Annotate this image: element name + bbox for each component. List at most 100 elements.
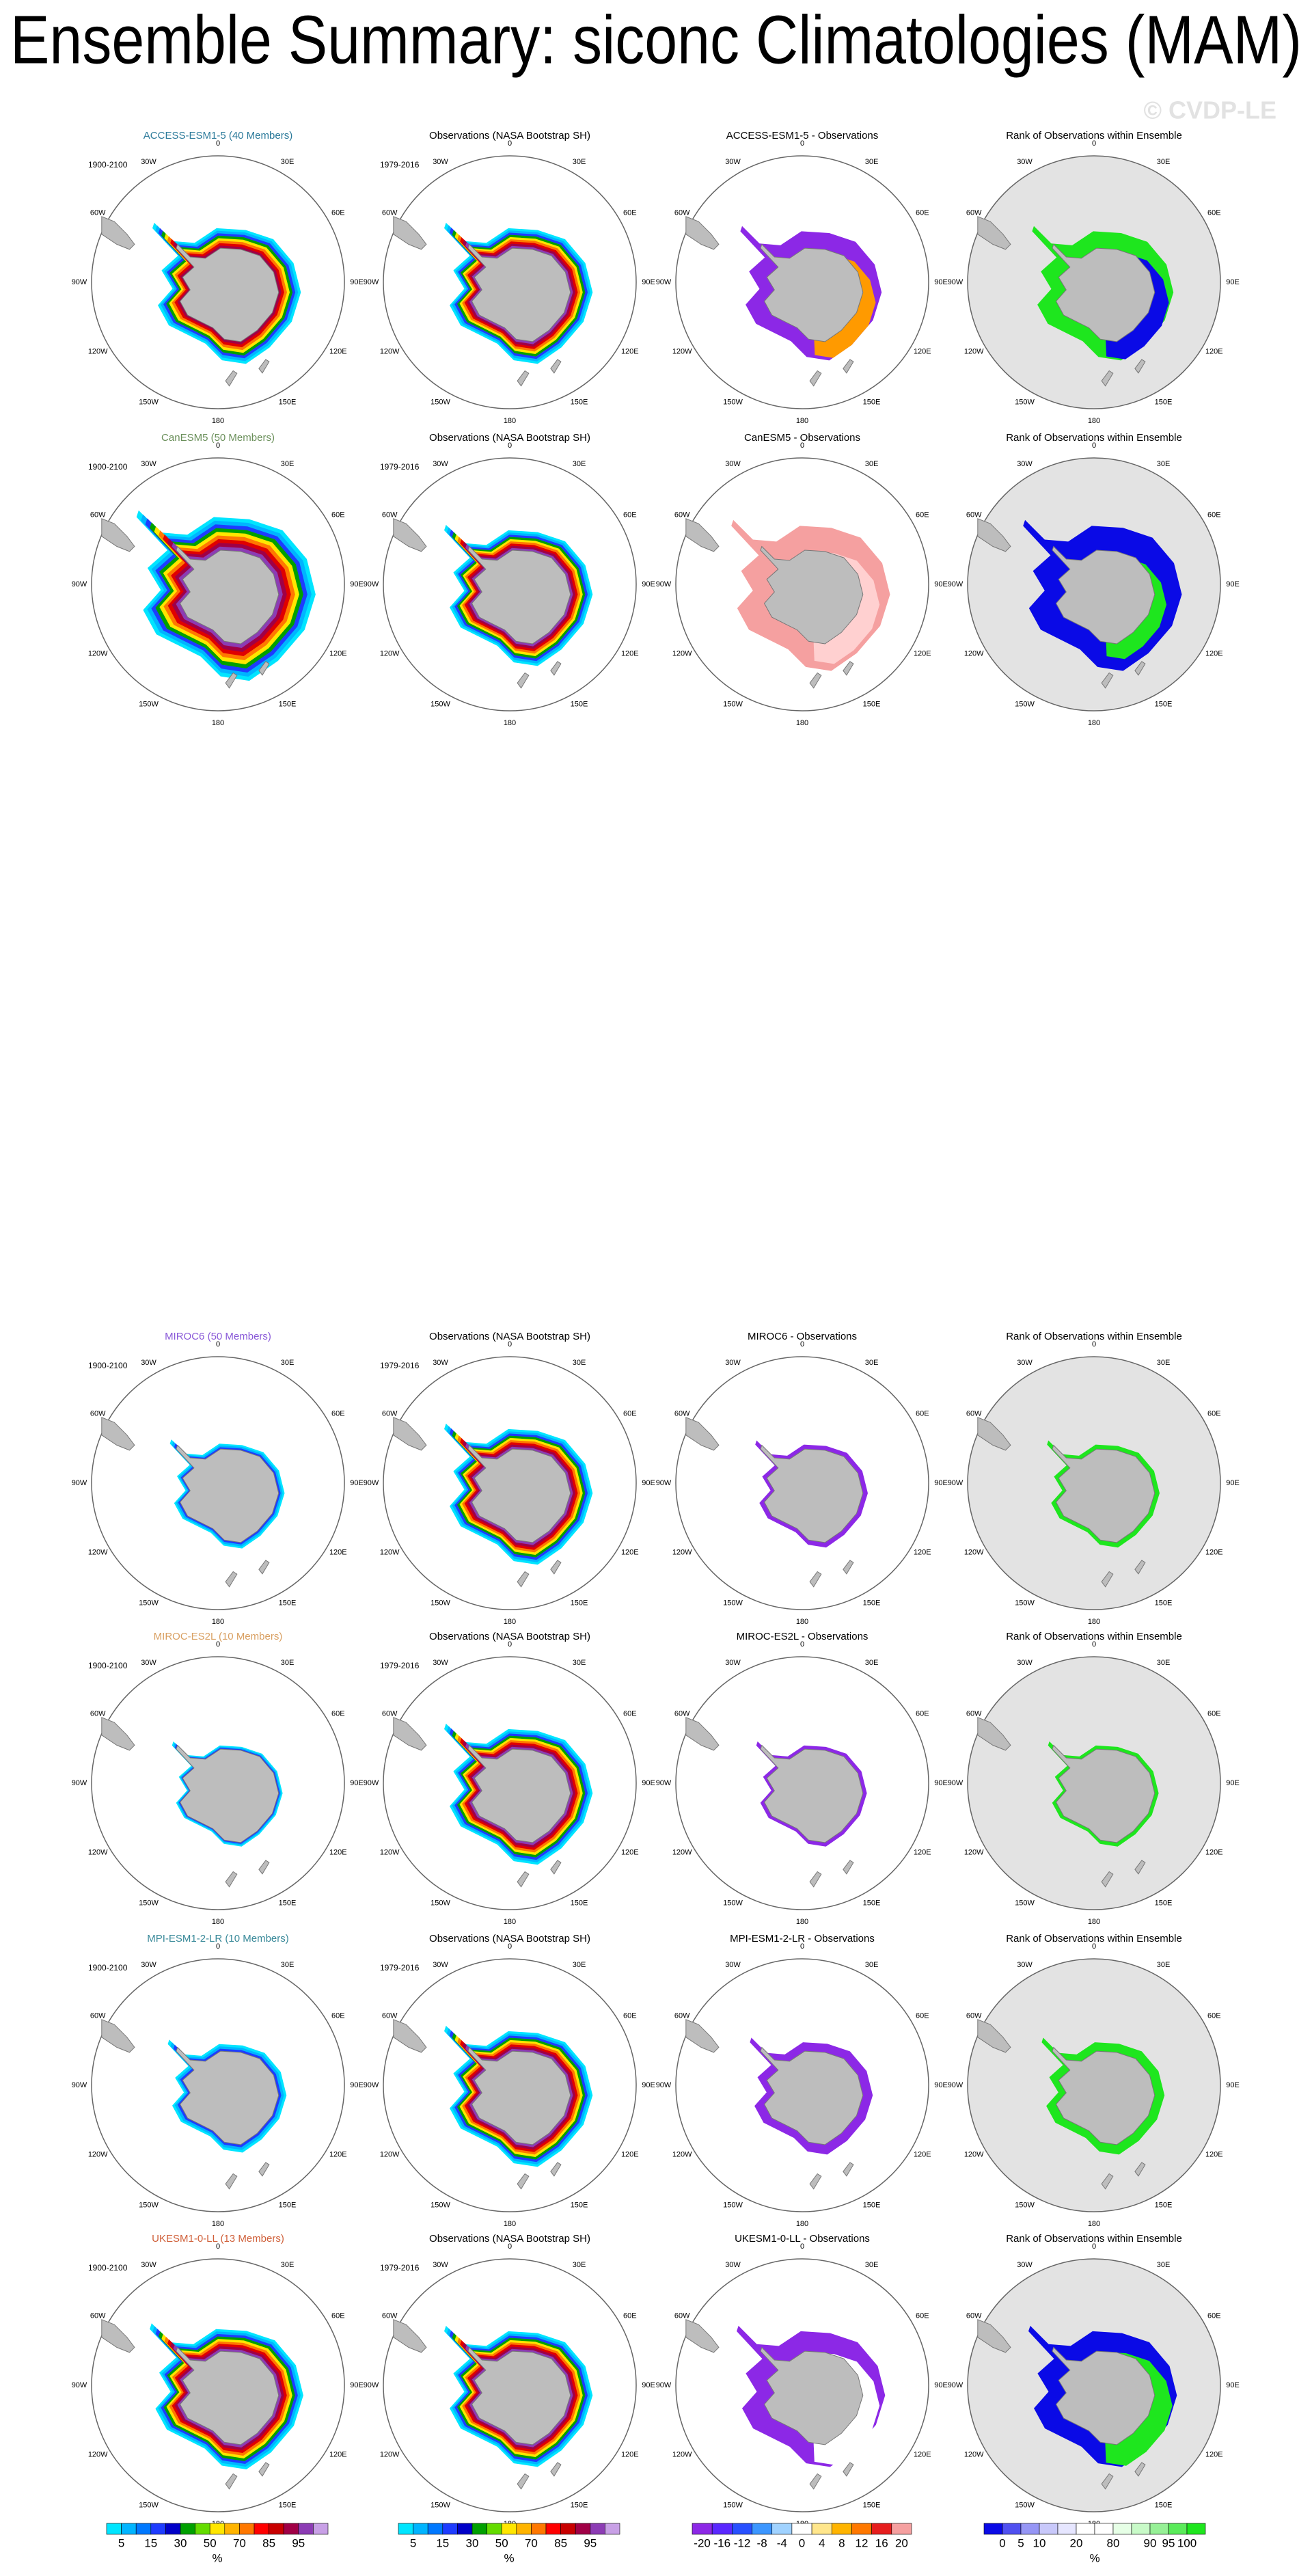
longitude-label: 30W (433, 1961, 448, 1969)
longitude-label: 120W (380, 1548, 400, 1556)
longitude-label: 90E (1226, 1479, 1240, 1487)
longitude-label: 60E (1207, 2011, 1221, 2020)
south-america (685, 2019, 720, 2053)
longitude-label: 120E (329, 1848, 347, 1856)
longitude-label: 90W (72, 278, 87, 286)
colorbar-tick-label: 50 (204, 2536, 217, 2549)
island (258, 2462, 270, 2477)
longitude-label: 180 (796, 417, 808, 425)
island (1101, 370, 1114, 387)
longitude-label: 150W (430, 701, 450, 709)
longitude-label: 30W (141, 1359, 156, 1367)
longitude-label: 150E (571, 1599, 588, 1608)
longitude-label: 0 (508, 139, 512, 148)
longitude-label: 30E (573, 1961, 586, 1969)
longitude-label: 60W (382, 2311, 398, 2320)
antarctica (1052, 1444, 1156, 1543)
colorbar-box (457, 2523, 473, 2535)
colorbar-box (427, 2523, 443, 2535)
longitude-label: 30E (1157, 1359, 1171, 1367)
antarctica (760, 243, 864, 342)
longitude-label: 120W (88, 649, 108, 657)
longitude-label: 60E (916, 511, 929, 519)
panel-title: Rank of Observations within Ensemble (1006, 130, 1182, 141)
colorbar-tick-label: 100 (1177, 2536, 1197, 2549)
longitude-label: 30W (141, 2261, 156, 2269)
longitude-label: 30E (865, 460, 879, 468)
longitude-label: 120W (88, 2450, 108, 2458)
antarctica (467, 545, 571, 645)
colorbar-tick-label: 12 (856, 2536, 869, 2549)
longitude-label: 30W (433, 2261, 448, 2269)
longitude-label: 30E (1157, 460, 1171, 468)
colorbar-box (1186, 2523, 1206, 2535)
antarctica (1052, 243, 1156, 342)
island (258, 1860, 270, 1875)
longitude-label: 90E (1226, 580, 1240, 588)
antarctica (176, 243, 279, 342)
longitude-label: 90W (72, 2081, 87, 2089)
south-america (977, 2019, 1011, 2053)
colorbar-box (106, 2523, 122, 2535)
longitude-label: 0 (800, 139, 804, 148)
panel-title: CanESM5 (50 Members) (161, 432, 275, 444)
longitude-label: 30W (141, 1659, 156, 1667)
longitude-label: 120W (672, 347, 692, 355)
longitude-label: 120E (914, 2450, 931, 2458)
period-label: 1900-2100 (88, 1661, 128, 1670)
longitude-label: 150W (139, 1599, 159, 1608)
colorbar-box (560, 2523, 576, 2535)
longitude-label: 120W (380, 2450, 400, 2458)
island (1101, 1871, 1114, 1888)
colorbar-box (811, 2523, 832, 2535)
south-america (393, 216, 427, 250)
longitude-label: 60E (331, 2011, 345, 2020)
island (843, 1560, 854, 1575)
panel-title: CanESM5 - Observations (744, 432, 860, 444)
colorbar-box (1020, 2523, 1040, 2535)
map-panel: CanESM5 (50 Members) 1900-2100 0 30E 60E 90E 1… (72, 432, 364, 727)
longitude-label: 90E (934, 2381, 948, 2389)
longitude-label: 150E (863, 1899, 881, 1908)
longitude-label: 150W (139, 701, 159, 709)
longitude-label: 90E (350, 2381, 364, 2389)
colorbar-box (121, 2523, 137, 2535)
colorbar: 5 15 30 50 70 85 95% (398, 2523, 620, 2564)
longitude-label: 90E (350, 1479, 364, 1487)
colorbar-box (224, 2523, 240, 2535)
colorbar-box (752, 2523, 773, 2535)
longitude-label: 120W (672, 1548, 692, 1556)
island (258, 2162, 270, 2177)
panel-title: MIROC-ES2L - Observations (737, 1631, 869, 1642)
colorbar-box (771, 2523, 793, 2535)
longitude-label: 180 (504, 1918, 516, 1926)
colorbar-box (531, 2523, 547, 2535)
longitude-label: 30E (573, 1659, 586, 1667)
longitude-label: 120E (914, 1848, 931, 1856)
colorbar-box (283, 2523, 299, 2535)
island (517, 370, 530, 387)
longitude-label: 180 (504, 1618, 516, 1626)
longitude-label: 120W (380, 1848, 400, 1856)
longitude-label: 60W (382, 511, 398, 519)
longitude-label: 90E (934, 2081, 948, 2089)
panel-title: Rank of Observations within Ensemble (1006, 1631, 1182, 1642)
longitude-label: 180 (504, 417, 516, 425)
colorbar-box (1094, 2523, 1114, 2535)
island (1101, 1571, 1114, 1588)
longitude-label: 120W (964, 2150, 984, 2158)
longitude-label: 60E (623, 2011, 637, 2020)
colorbar-box (791, 2523, 812, 2535)
longitude-label: 30W (141, 1961, 156, 1969)
longitude-label: 30E (573, 460, 586, 468)
longitude-label: 30E (573, 1359, 586, 1367)
south-america (393, 2019, 427, 2053)
longitude-label: 30W (141, 158, 156, 166)
longitude-label: 30W (725, 1359, 741, 1367)
period-label: 1900-2100 (88, 462, 128, 472)
panel-title: MIROC-ES2L (10 Members) (154, 1631, 283, 1642)
